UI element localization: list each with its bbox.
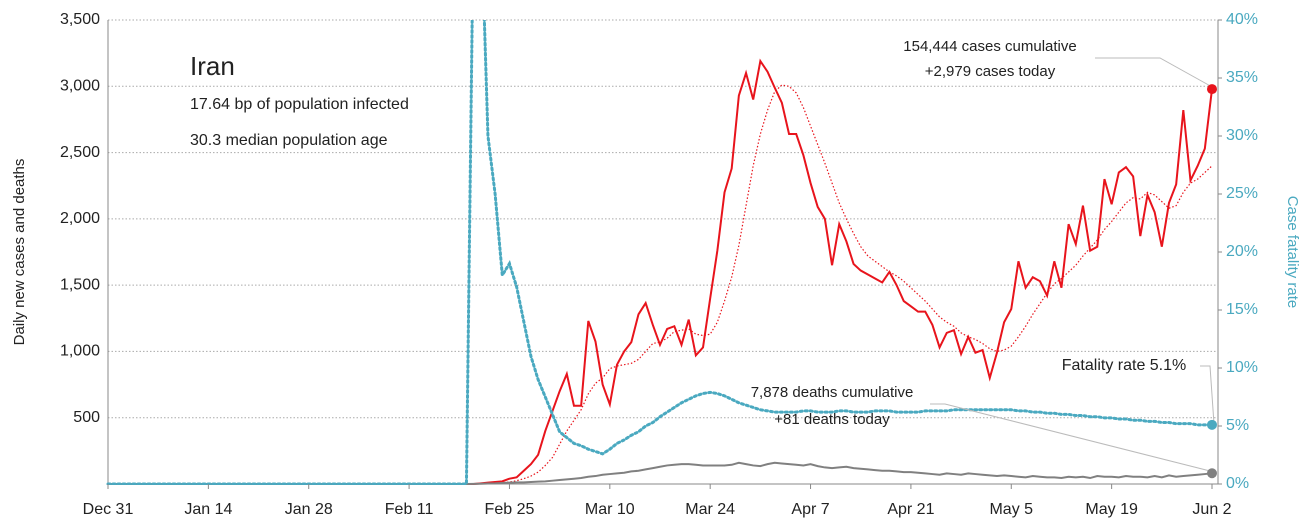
x-tick-label: Apr 7 <box>791 501 829 518</box>
y2-tick-label: 15% <box>1226 301 1258 318</box>
series-line <box>108 58 1213 485</box>
y-axis-label: Daily new cases and deaths <box>11 159 28 346</box>
x-tick-label: Mar 10 <box>585 501 635 518</box>
leader-line <box>930 403 1215 473</box>
leader-line <box>1095 57 1215 89</box>
y2-tick-label: 35% <box>1226 69 1258 86</box>
y-tick-label: 3,500 <box>60 11 100 28</box>
annotation: +81 deaths today <box>774 411 890 428</box>
series-line <box>106 20 1214 485</box>
subtitle: 17.64 bp of population infected <box>190 96 409 113</box>
y-tick-label: 1,500 <box>60 276 100 293</box>
subtitle: 30.3 median population age <box>190 132 388 149</box>
x-tick-label: Feb 25 <box>485 501 535 518</box>
y-tick-label: 2,500 <box>60 144 100 161</box>
x-tick-label: May 19 <box>1085 501 1138 518</box>
x-tick-label: Jan 14 <box>184 501 232 518</box>
y-tick-label: 2,000 <box>60 210 100 227</box>
end-marker <box>1207 84 1217 95</box>
y2-tick-label: 40% <box>1226 11 1258 28</box>
y2-tick-label: 20% <box>1226 243 1258 260</box>
annotation: 154,444 cases cumulative <box>903 38 1076 55</box>
x-tick-label: Mar 24 <box>685 501 735 518</box>
y-tick-label: 500 <box>73 409 100 426</box>
y2-tick-label: 10% <box>1226 359 1258 376</box>
x-tick-label: Feb 11 <box>385 501 434 518</box>
x-tick-label: May 5 <box>989 501 1033 518</box>
y-tick-label: 1,000 <box>60 343 100 360</box>
x-tick-label: Dec 31 <box>83 501 134 518</box>
x-tick-label: Jun 2 <box>1192 501 1231 518</box>
annotation: 7,878 deaths cumulative <box>751 384 914 401</box>
end-marker <box>1207 468 1217 479</box>
y2-axis-label: Case fatality rate <box>1284 196 1301 309</box>
x-tick-label: Jan 28 <box>285 501 333 518</box>
leader-line <box>1200 365 1215 425</box>
y-tick-label: 3,000 <box>60 78 100 95</box>
annotation: +2,979 cases today <box>925 63 1056 80</box>
y2-tick-label: 5% <box>1226 417 1249 434</box>
annotation: Fatality rate 5.1% <box>1062 357 1187 374</box>
y2-tick-label: 0% <box>1226 475 1249 492</box>
y2-tick-label: 30% <box>1226 127 1258 144</box>
series-line <box>108 461 1213 485</box>
y2-tick-label: 25% <box>1226 185 1258 202</box>
x-tick-label: Apr 21 <box>887 501 934 518</box>
chart-title: Iran <box>190 51 235 81</box>
end-marker <box>1207 419 1217 430</box>
series-line <box>108 84 1213 485</box>
